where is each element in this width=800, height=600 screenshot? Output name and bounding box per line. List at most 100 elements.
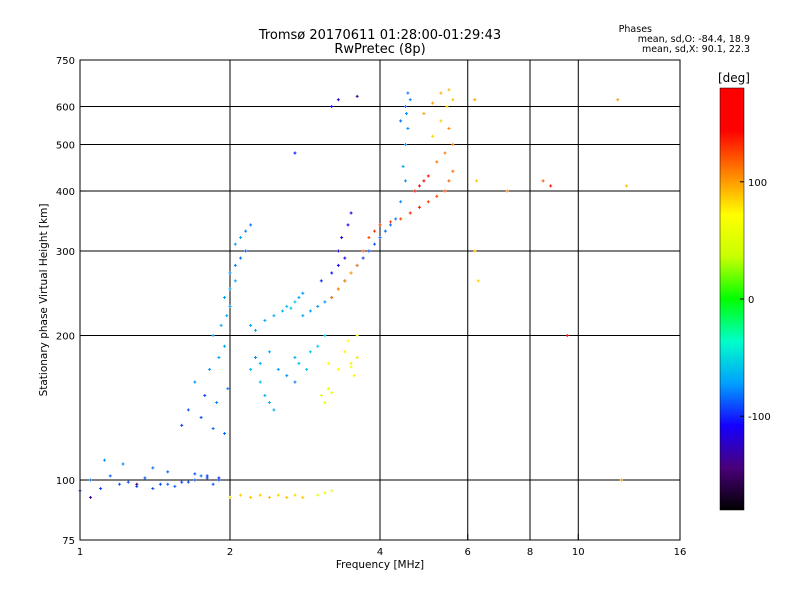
data-point bbox=[323, 300, 327, 304]
data-point bbox=[330, 489, 334, 493]
data-point bbox=[616, 98, 620, 102]
data-point bbox=[225, 314, 229, 318]
data-point bbox=[208, 367, 212, 371]
data-point bbox=[211, 482, 215, 486]
data-point bbox=[422, 179, 426, 183]
y-tick-label: 400 bbox=[56, 187, 75, 198]
data-point bbox=[451, 98, 455, 102]
data-point bbox=[258, 380, 262, 384]
data-point bbox=[305, 367, 309, 371]
data-point bbox=[346, 223, 350, 227]
x-axis-ticks: 1 2 4 6 8 10 16 bbox=[77, 534, 687, 558]
data-point bbox=[422, 112, 426, 116]
data-point bbox=[272, 408, 276, 412]
chart-title: Tromsø 20170611 01:28:00-01:29:43 bbox=[258, 28, 502, 43]
data-point bbox=[326, 387, 330, 391]
data-point bbox=[403, 179, 407, 183]
data-point bbox=[394, 217, 398, 221]
data-point bbox=[349, 271, 353, 275]
data-point bbox=[403, 143, 407, 147]
data-point bbox=[367, 236, 371, 240]
data-point bbox=[223, 344, 227, 348]
data-point bbox=[293, 355, 297, 359]
data-point bbox=[293, 300, 297, 304]
data-point bbox=[451, 169, 455, 173]
x-tick-label: 2 bbox=[227, 547, 233, 558]
data-point bbox=[473, 98, 477, 102]
data-point bbox=[249, 495, 253, 499]
data-point bbox=[253, 355, 257, 359]
data-point bbox=[199, 474, 203, 478]
data-point bbox=[541, 179, 545, 183]
data-point bbox=[361, 249, 365, 253]
data-points bbox=[78, 88, 629, 499]
x-tick-label: 4 bbox=[377, 547, 383, 558]
data-point bbox=[186, 408, 190, 412]
grid-lines bbox=[80, 60, 680, 540]
x-tick-label: 6 bbox=[465, 547, 471, 558]
chart-subtitle: RwPretec (8p) bbox=[334, 42, 426, 57]
data-point bbox=[228, 495, 232, 499]
data-point bbox=[103, 458, 107, 462]
data-point bbox=[443, 151, 447, 155]
data-point bbox=[158, 482, 162, 486]
y-tick-label: 300 bbox=[56, 247, 75, 258]
data-point bbox=[431, 134, 435, 138]
data-point bbox=[406, 126, 410, 130]
data-point bbox=[293, 151, 297, 155]
data-point bbox=[215, 401, 219, 405]
colorbar-tick-label: 100 bbox=[748, 178, 767, 189]
data-point bbox=[121, 462, 125, 466]
data-point bbox=[219, 323, 223, 327]
data-point bbox=[426, 200, 430, 204]
data-point bbox=[349, 211, 353, 215]
data-point bbox=[285, 374, 289, 378]
data-point bbox=[199, 415, 203, 419]
data-point bbox=[285, 304, 289, 308]
data-point bbox=[340, 236, 344, 240]
x-tick-label: 16 bbox=[674, 547, 687, 558]
data-point bbox=[447, 179, 451, 183]
data-point bbox=[355, 94, 359, 98]
data-point bbox=[228, 304, 232, 308]
data-point bbox=[249, 367, 253, 371]
data-point bbox=[211, 334, 215, 338]
data-point bbox=[403, 105, 407, 109]
data-point bbox=[281, 309, 285, 313]
y-axis-label: Stationary phase Virtual Height [km] bbox=[38, 204, 50, 397]
data-point bbox=[439, 91, 443, 95]
data-point bbox=[316, 493, 320, 497]
data-point bbox=[549, 184, 553, 188]
data-point bbox=[301, 291, 305, 295]
data-point bbox=[373, 229, 377, 233]
data-point bbox=[249, 223, 253, 227]
data-point bbox=[135, 482, 139, 486]
data-point bbox=[343, 279, 347, 283]
data-point bbox=[244, 229, 248, 233]
y-axis-ticks: 75 100 200 300 400 500 600 750 bbox=[56, 56, 86, 547]
y-tick-label: 100 bbox=[56, 476, 75, 487]
data-point bbox=[404, 112, 408, 116]
x-tick-label: 1 bbox=[77, 547, 83, 558]
data-point bbox=[263, 394, 267, 398]
data-point bbox=[173, 484, 177, 488]
data-point bbox=[435, 160, 439, 164]
data-point bbox=[336, 98, 340, 102]
y-tick-label: 600 bbox=[56, 103, 75, 114]
data-point bbox=[267, 350, 271, 354]
data-point bbox=[355, 263, 359, 267]
data-point bbox=[186, 480, 190, 484]
data-point bbox=[383, 229, 387, 233]
data-point bbox=[239, 256, 243, 260]
data-point bbox=[233, 263, 237, 267]
data-point bbox=[267, 495, 271, 499]
data-point bbox=[399, 200, 403, 204]
data-point bbox=[203, 394, 207, 398]
data-point bbox=[193, 472, 197, 476]
data-point bbox=[89, 478, 93, 482]
data-point bbox=[267, 401, 271, 405]
data-point bbox=[445, 105, 449, 109]
data-point bbox=[336, 367, 340, 371]
data-point bbox=[352, 374, 356, 378]
data-point bbox=[343, 256, 347, 260]
